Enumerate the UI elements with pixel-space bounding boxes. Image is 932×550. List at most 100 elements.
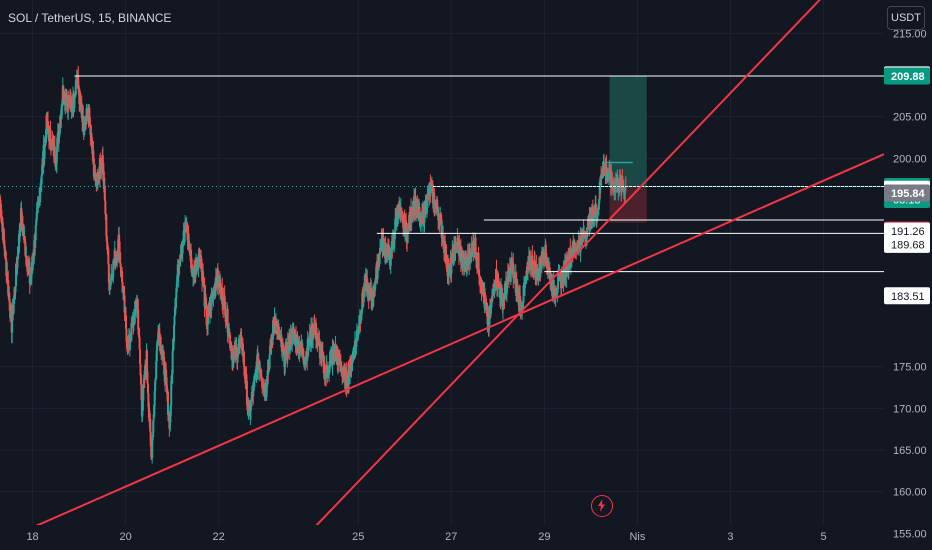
candle-body <box>387 244 390 248</box>
candle-body <box>121 281 124 293</box>
candle-body <box>171 351 174 374</box>
candle-body <box>328 369 331 375</box>
candle-body <box>381 241 384 252</box>
candle-body <box>405 220 408 228</box>
candle-body <box>491 296 494 303</box>
candle-body <box>326 365 329 370</box>
candle-body <box>151 436 154 441</box>
candle-body <box>382 238 385 245</box>
candle-body <box>585 236 588 239</box>
y-tick-label: 215.00 <box>893 28 927 40</box>
lightning-icon[interactable] <box>591 495 613 517</box>
candle-body <box>124 315 127 329</box>
candle-body <box>133 308 136 324</box>
candle-body <box>503 287 506 300</box>
candle-body <box>594 203 597 215</box>
candle-body <box>531 255 534 271</box>
candle-body <box>452 244 455 264</box>
price-tag-label: 183.51 <box>891 291 925 303</box>
candle-body <box>272 320 275 340</box>
price-tag-label: 195.84 <box>891 188 926 200</box>
candle-body <box>170 381 173 406</box>
y-tick-label: 160.00 <box>893 487 927 499</box>
candle-body <box>11 320 14 333</box>
candle-body <box>616 178 619 192</box>
candle-body <box>106 241 109 250</box>
candle-body <box>23 236 26 242</box>
price-tag: 195.84 <box>884 184 930 202</box>
candle-body <box>350 365 353 372</box>
candle-body <box>119 263 122 268</box>
candle-body <box>493 289 496 295</box>
candle-body <box>34 240 37 248</box>
price-tag-box <box>884 222 930 240</box>
candle-body <box>243 366 246 371</box>
y-axis-labels: 215.00 205.00 200.00 175.00 170.00 165.00 160.… <box>893 28 927 540</box>
candle-body <box>4 251 7 260</box>
candle-body <box>137 309 140 330</box>
candle-body <box>142 384 145 401</box>
candle-body <box>149 418 152 433</box>
candle-body <box>139 364 142 376</box>
candle-body <box>118 234 121 257</box>
x-tick-label: 20 <box>119 531 131 543</box>
candle-body <box>151 440 154 458</box>
candle-body <box>621 182 624 187</box>
candle-body <box>207 311 210 325</box>
price-tag-label: 189.68 <box>891 239 925 251</box>
candle-body <box>229 334 232 349</box>
candle-body <box>388 247 391 258</box>
x-tick-label: 5 <box>820 531 826 543</box>
candle-body <box>353 340 356 358</box>
price-tag-box <box>884 67 930 85</box>
grid <box>0 0 884 534</box>
candle-body <box>433 193 436 206</box>
candle-body <box>61 100 64 107</box>
candle-body <box>226 309 229 333</box>
candle-body <box>323 363 326 381</box>
candle-body <box>173 315 176 326</box>
candle-body <box>259 370 262 376</box>
x-axis-labels: 18 20 22 25 27 29 Nis 3 5 <box>26 531 826 543</box>
trendline <box>301 0 821 541</box>
y-tick-label: 155.00 <box>893 528 927 540</box>
candle-body <box>210 295 213 311</box>
trendline <box>0 153 885 543</box>
candle-body <box>7 279 10 296</box>
candle-body <box>175 288 178 299</box>
candle-body <box>522 285 525 303</box>
candle-body <box>40 175 43 184</box>
price-tag-box <box>884 287 930 305</box>
candle-body <box>269 345 272 355</box>
candle-body <box>579 235 582 253</box>
candle-body <box>176 277 179 283</box>
candle-body <box>488 311 491 331</box>
x-tick-label: 25 <box>352 531 364 543</box>
candle-body <box>157 334 160 343</box>
candle-body <box>21 216 24 228</box>
candle-body <box>603 162 606 167</box>
candle-body <box>163 356 166 375</box>
x-tick-label: Nis <box>629 531 645 543</box>
candle-body <box>155 361 158 379</box>
candle-body <box>300 341 303 350</box>
candle-body <box>92 150 95 159</box>
candle-body <box>242 351 245 367</box>
candle-body <box>486 306 489 325</box>
candle-body <box>521 308 524 310</box>
price-tag-box <box>884 235 930 253</box>
y-tick-label: 205.00 <box>893 112 927 124</box>
time-axis <box>0 525 884 550</box>
candle-body <box>500 287 503 295</box>
candle-body <box>314 322 317 340</box>
candle-body <box>240 335 243 348</box>
candle-body <box>24 241 27 256</box>
candles <box>0 65 627 464</box>
candle-body <box>28 267 31 284</box>
candle-body <box>490 303 493 315</box>
currency-selector-button[interactable]: USDT <box>887 6 925 30</box>
candle-body <box>10 305 13 311</box>
candle-body <box>304 358 307 365</box>
candle-body <box>82 115 85 122</box>
